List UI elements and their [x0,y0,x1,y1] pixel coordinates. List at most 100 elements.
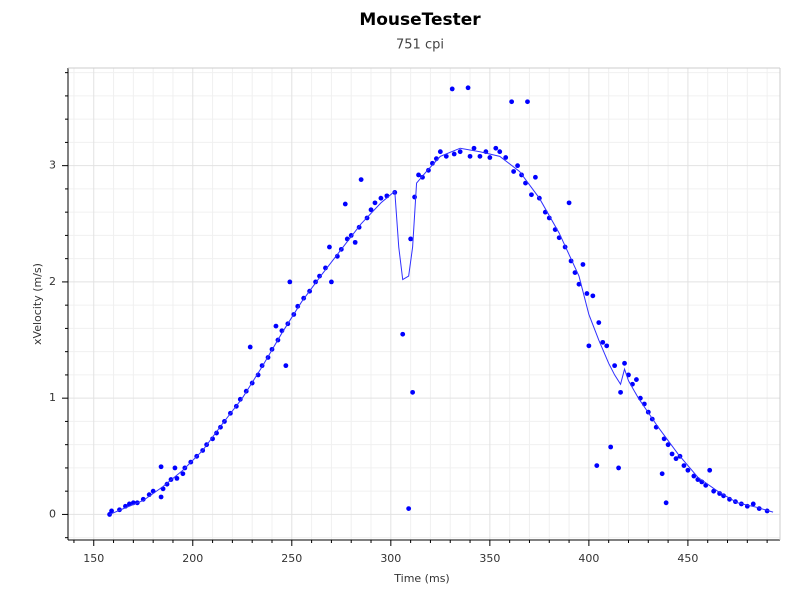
data-point [255,372,261,378]
data-point [525,99,530,105]
data-point [665,442,671,448]
data-point [711,488,717,494]
data-point [533,174,538,180]
data-point [669,451,675,457]
data-point [317,273,322,279]
data-point [618,389,623,395]
data-point [707,467,713,473]
data-point [586,343,592,349]
data-point [584,291,590,296]
data-point [503,155,509,160]
chart-subtitle: 751 cpi [396,38,444,53]
data-point [378,195,384,201]
data-point [430,160,435,166]
data-point [408,236,414,242]
data-point [529,192,534,198]
data-point [352,239,358,245]
chart-title: MouseTester [359,10,481,30]
data-point [497,149,503,155]
data-point [237,396,243,402]
y-tick-label: 0 [49,507,56,520]
data-point [487,155,493,160]
data-point [449,86,455,92]
x-tick-label: 400 [578,552,599,565]
data-point [717,491,722,496]
data-point [451,151,457,157]
grid: 150 200 250 300 350 400 450 0 1 2 3 [49,67,781,565]
data-point [515,163,520,169]
data-point [572,270,578,276]
x-tick-label: 450 [677,552,698,565]
data-point [659,471,665,477]
data-point [580,262,586,267]
data-point [493,145,499,151]
data-point [400,331,406,337]
data-point [247,344,253,350]
data-point [273,323,279,329]
data-point [691,473,697,479]
data-point [210,436,215,442]
data-point [172,465,178,471]
data-point [426,167,431,173]
y-tick-label: 1 [49,391,56,404]
data-point [283,363,289,369]
y-axis-label: xVelocity (m/s) [31,263,44,345]
data-point [158,464,164,470]
data-point [590,293,596,299]
data-point [342,201,348,207]
data-point [750,501,756,507]
data-point [566,200,572,206]
data-point [287,279,293,285]
data-point [323,265,328,271]
data-point [511,169,517,174]
data-point [477,153,483,159]
data-point [174,475,180,481]
data-point [663,500,669,506]
data-point [214,430,219,436]
data-point [727,496,732,502]
y-tick-label: 2 [49,275,56,288]
data-point [612,363,618,369]
data-point [368,207,374,213]
data-point [358,177,364,183]
data-point [467,153,473,159]
data-point [158,494,164,500]
y-tick-label: 3 [49,159,56,172]
data-point [406,506,412,512]
data-point [685,467,691,473]
data-point [164,481,170,487]
x-tick-label: 150 [83,552,104,565]
data-point [327,244,332,250]
data-point [109,508,114,514]
velocity-line [109,147,774,515]
data-point [622,360,627,366]
data-point [608,444,614,450]
data-point [721,493,726,499]
data-point [596,320,602,326]
data-point [604,343,610,349]
data-point [471,145,477,151]
data-point [329,279,334,285]
data-point [673,456,679,462]
x-tick-label: 250 [281,552,302,565]
x-tick-label: 200 [182,552,203,565]
data-point [600,339,606,345]
data-point [681,463,687,468]
data-point [437,149,443,155]
data-point [634,377,639,382]
x-tick-label: 300 [380,552,401,565]
x-tick-label: 350 [479,552,500,565]
data-point [457,149,463,155]
plot [107,85,774,517]
data-point [180,471,186,477]
data-point [416,172,421,178]
data-point [334,253,340,259]
x-axis-label: Time (ms) [393,572,449,585]
data-point [576,281,582,287]
data-point [509,99,515,105]
data-point [616,465,621,471]
data-point [410,389,416,395]
data-point [594,463,600,468]
data-point [420,174,425,180]
